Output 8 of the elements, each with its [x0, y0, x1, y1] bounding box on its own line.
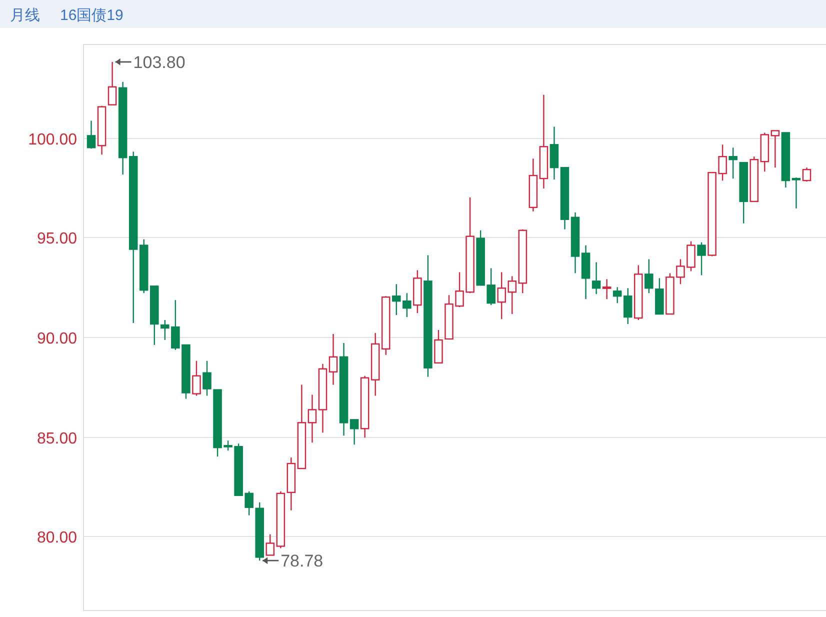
y-tick-label: 95.00: [36, 230, 78, 248]
y-tick-label: 100.00: [28, 132, 78, 148]
y-tick-label: 80.00: [36, 530, 78, 546]
title: 月线 16国债19: [10, 7, 124, 24]
annotation: 78.78: [280, 552, 324, 571]
annotation: 103.80: [133, 52, 186, 72]
y-tick-label: 85.00: [36, 430, 78, 448]
y-tick-label: 90.00: [36, 330, 78, 348]
